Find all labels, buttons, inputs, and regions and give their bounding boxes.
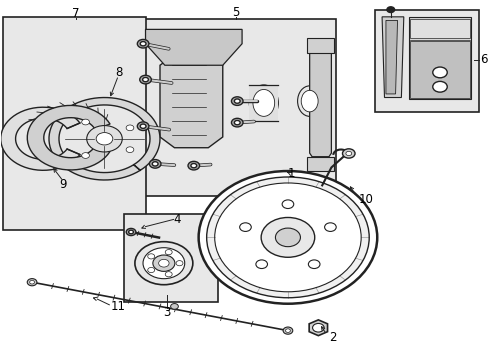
Polygon shape [145, 30, 242, 65]
Circle shape [96, 132, 113, 145]
Circle shape [153, 255, 175, 271]
Text: 4: 4 [173, 213, 180, 226]
Circle shape [324, 223, 336, 231]
Circle shape [158, 259, 169, 267]
Circle shape [147, 254, 154, 259]
Circle shape [342, 149, 354, 158]
Bar [409, 41, 469, 98]
Circle shape [126, 228, 136, 235]
Circle shape [312, 323, 324, 332]
Circle shape [206, 177, 368, 298]
Ellipse shape [297, 86, 321, 116]
Polygon shape [27, 105, 110, 170]
Circle shape [308, 260, 319, 269]
Circle shape [137, 40, 149, 48]
Bar [306, 39, 333, 53]
Circle shape [128, 230, 133, 234]
Circle shape [147, 267, 154, 273]
Text: 11: 11 [111, 300, 126, 313]
Text: 9: 9 [60, 178, 67, 191]
Circle shape [137, 122, 149, 131]
Polygon shape [385, 21, 397, 94]
Text: 3: 3 [163, 306, 170, 319]
Circle shape [282, 200, 293, 208]
Circle shape [190, 163, 196, 168]
Polygon shape [160, 54, 223, 148]
Circle shape [140, 41, 146, 46]
Text: 10: 10 [358, 193, 373, 206]
Bar [306, 157, 333, 171]
Circle shape [81, 119, 89, 125]
Bar [3, 17, 145, 230]
Circle shape [140, 124, 146, 129]
Circle shape [231, 118, 243, 127]
Circle shape [170, 303, 178, 309]
Text: 8: 8 [115, 66, 122, 79]
Ellipse shape [249, 85, 278, 121]
Circle shape [345, 151, 351, 156]
Ellipse shape [252, 89, 274, 116]
Circle shape [432, 81, 447, 92]
Circle shape [152, 162, 158, 166]
Polygon shape [308, 320, 327, 336]
Circle shape [275, 228, 300, 247]
Polygon shape [309, 49, 331, 157]
Ellipse shape [301, 90, 318, 112]
Circle shape [27, 279, 37, 286]
Circle shape [135, 242, 192, 285]
Circle shape [187, 161, 199, 170]
Circle shape [126, 125, 134, 131]
Bar [249, 85, 278, 121]
Circle shape [231, 97, 243, 105]
Bar [409, 19, 469, 39]
Polygon shape [1, 107, 80, 170]
Polygon shape [381, 17, 403, 98]
Bar [133, 19, 336, 196]
Circle shape [81, 153, 89, 158]
Circle shape [261, 217, 314, 257]
Circle shape [176, 261, 183, 266]
Circle shape [285, 329, 290, 332]
Text: 7: 7 [72, 8, 79, 21]
Circle shape [149, 159, 161, 168]
Text: 1: 1 [287, 167, 294, 180]
Bar [123, 214, 218, 302]
Circle shape [165, 249, 172, 255]
Circle shape [165, 272, 172, 277]
Circle shape [142, 77, 148, 82]
Circle shape [86, 126, 122, 152]
Circle shape [432, 67, 447, 78]
Circle shape [126, 147, 134, 153]
Circle shape [234, 99, 240, 103]
Polygon shape [408, 17, 470, 99]
Circle shape [198, 171, 376, 304]
Circle shape [30, 280, 35, 284]
Circle shape [255, 260, 267, 269]
Bar [374, 10, 478, 112]
Circle shape [283, 327, 292, 334]
Text: 2: 2 [328, 330, 336, 343]
Circle shape [214, 183, 361, 292]
Circle shape [234, 121, 240, 125]
Circle shape [142, 248, 184, 279]
Circle shape [239, 223, 251, 231]
Text: 6: 6 [479, 53, 487, 66]
Text: 5: 5 [232, 6, 239, 19]
Circle shape [386, 7, 394, 13]
Circle shape [140, 75, 151, 84]
Polygon shape [49, 98, 160, 180]
